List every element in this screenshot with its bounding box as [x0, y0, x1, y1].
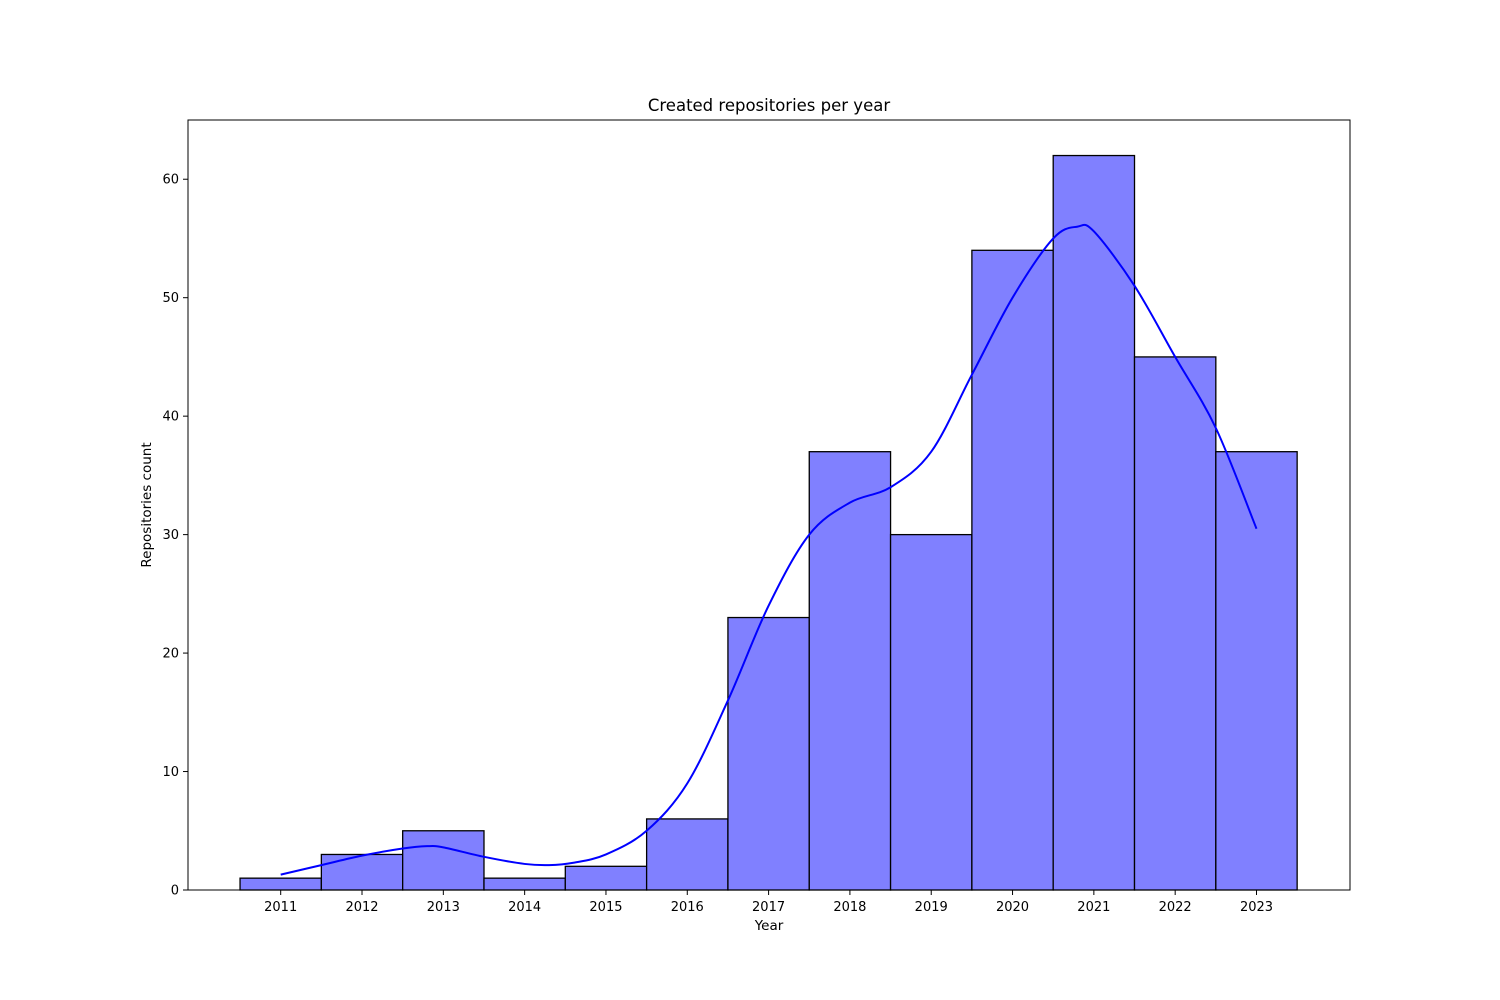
bar-2012 [320, 853, 404, 891]
chart-title: Created repositories per year [648, 96, 890, 115]
bar-2013 [402, 830, 485, 891]
x-tick-label-2011: 2011 [264, 900, 297, 915]
bar-2023 [1215, 451, 1298, 891]
y-tick-label-0: 0 [171, 884, 179, 899]
bar-2020 [971, 249, 1054, 891]
x-tick-label-2015: 2015 [589, 900, 622, 915]
bar-2017 [727, 616, 810, 891]
y-axis-label: Repositories count [139, 442, 155, 567]
x-tick-label-2018: 2018 [833, 900, 866, 915]
bar-2016 [645, 818, 729, 891]
x-tick-label-2022: 2022 [1159, 900, 1192, 915]
bar-2011 [239, 877, 323, 891]
y-tick-label-40: 40 [162, 410, 179, 425]
y-tick-label-30: 30 [162, 528, 179, 543]
x-tick-label-2013: 2013 [427, 900, 460, 915]
bar-2021 [1052, 154, 1136, 891]
bar-2015 [564, 865, 648, 891]
x-tick-label-2023: 2023 [1240, 900, 1273, 915]
x-tick-label-2017: 2017 [752, 900, 785, 915]
bar-2014 [483, 877, 566, 891]
x-axis-label: Year [754, 918, 784, 934]
x-tick-label-2012: 2012 [345, 900, 378, 915]
x-tick-label-2021: 2021 [1077, 900, 1110, 915]
y-tick-label-50: 50 [162, 291, 179, 306]
kde-curve [280, 223, 1258, 876]
bar-2019 [889, 533, 973, 891]
x-tick-label-2019: 2019 [915, 900, 948, 915]
bar-2022 [1133, 356, 1217, 891]
bar-2018 [808, 451, 892, 891]
x-tick-label-2016: 2016 [671, 900, 704, 915]
x-tick-label-2014: 2014 [508, 900, 541, 915]
y-tick-label-20: 20 [162, 647, 179, 662]
y-tick-label-10: 10 [162, 765, 179, 780]
y-tick-label-60: 60 [162, 173, 179, 188]
x-tick-label-2020: 2020 [996, 900, 1029, 915]
